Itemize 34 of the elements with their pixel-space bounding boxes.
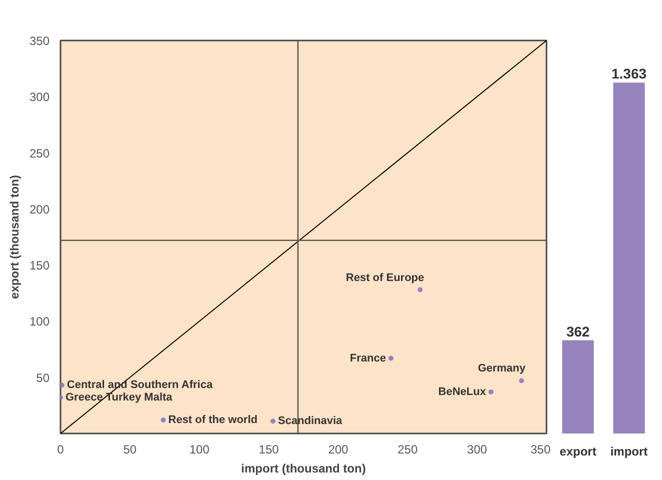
- x-tick-label: 150: [258, 442, 280, 456]
- x-tick-label: 0: [57, 442, 64, 456]
- x-tick-label: 100: [189, 442, 210, 456]
- x-tick-label: export: [560, 444, 596, 458]
- x-tick-label: 200: [328, 442, 349, 456]
- y-tick-label: 350: [29, 34, 50, 48]
- point: [519, 378, 524, 384]
- annotation: BeNeLux: [438, 386, 487, 398]
- point: [60, 382, 64, 388]
- point: [488, 389, 494, 394]
- annotation: France: [350, 352, 386, 364]
- y-axis-title: export (thousand ton): [7, 175, 22, 299]
- x-axis-title: import (thousand ton): [241, 462, 366, 476]
- point: [418, 287, 423, 292]
- x-tick-label: 50: [123, 442, 137, 456]
- annotation: Rest of the world: [168, 414, 258, 426]
- y-tick-label: 100: [29, 314, 50, 329]
- point: [270, 418, 276, 424]
- y-tick-label: 300: [29, 90, 50, 104]
- y-tick-label: 250: [29, 146, 50, 160]
- y-tick-label: 50: [36, 370, 50, 385]
- data-label: 362: [566, 323, 590, 340]
- x-tick-label: 250: [398, 442, 418, 456]
- annotation: Rest of Europe: [346, 272, 424, 284]
- x-tick-label: 350: [530, 442, 551, 456]
- x-tick-label: import: [610, 444, 648, 458]
- annotation: Greece Turkey Malta: [66, 392, 174, 404]
- y-tick-label: 200: [29, 202, 50, 216]
- x-tick-label: 300: [467, 442, 488, 456]
- annotation: Germany: [478, 362, 526, 375]
- data-label: 1.363: [611, 66, 647, 82]
- y-tick-label: 150: [29, 258, 50, 273]
- point: [160, 418, 166, 423]
- point: [388, 356, 394, 361]
